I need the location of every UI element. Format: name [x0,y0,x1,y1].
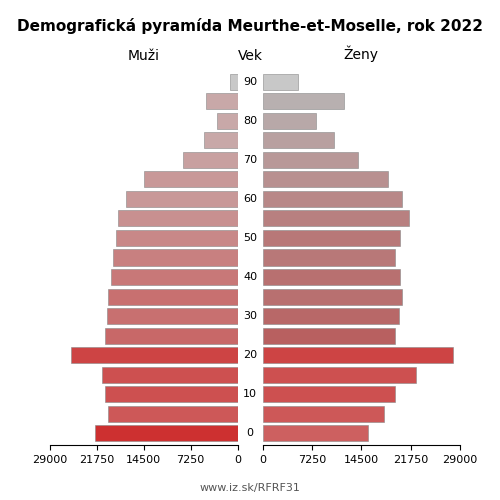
Bar [262,386,396,402]
Text: Ženy: Ženy [344,46,379,62]
Bar [96,426,238,442]
Bar [112,269,238,285]
Text: 20: 20 [243,350,257,360]
Text: 40: 40 [243,272,257,282]
Text: 70: 70 [243,155,257,165]
Bar [217,113,238,129]
Bar [70,347,237,363]
Text: 90: 90 [243,76,257,86]
Bar [262,132,334,148]
Bar [262,152,358,168]
Bar [118,210,238,226]
Bar [262,328,396,344]
Bar [262,288,402,304]
Bar [262,210,409,226]
Bar [262,250,396,266]
Bar [262,426,368,442]
Bar [182,152,238,168]
Text: Vek: Vek [238,48,262,62]
Bar [144,172,238,188]
Bar [262,308,398,324]
Text: 60: 60 [243,194,257,204]
Text: 10: 10 [243,389,257,399]
Bar [262,113,316,129]
Bar [262,406,384,422]
Bar [108,288,238,304]
Bar [262,93,344,110]
Bar [262,347,453,363]
Bar [105,386,238,402]
Bar [116,230,238,246]
Bar [262,230,400,246]
Bar [262,172,388,188]
Bar [108,406,238,422]
Bar [262,366,416,382]
Bar [105,328,238,344]
Bar [107,308,238,324]
Bar [204,132,238,148]
Text: 80: 80 [243,116,257,126]
Text: Muži: Muži [128,48,160,62]
Text: 50: 50 [243,233,257,243]
Bar [102,366,237,382]
Text: www.iz.sk/RFRF31: www.iz.sk/RFRF31 [200,482,300,492]
Bar [206,93,238,110]
Bar [262,191,402,207]
Text: 0: 0 [246,428,254,438]
Text: Demografická pyramída Meurthe-et-Moselle, rok 2022: Demografická pyramída Meurthe-et-Moselle… [17,18,483,34]
Bar [262,74,298,90]
Bar [126,191,238,207]
Text: 30: 30 [243,311,257,321]
Bar [230,74,237,90]
Bar [114,250,238,266]
Bar [262,269,400,285]
